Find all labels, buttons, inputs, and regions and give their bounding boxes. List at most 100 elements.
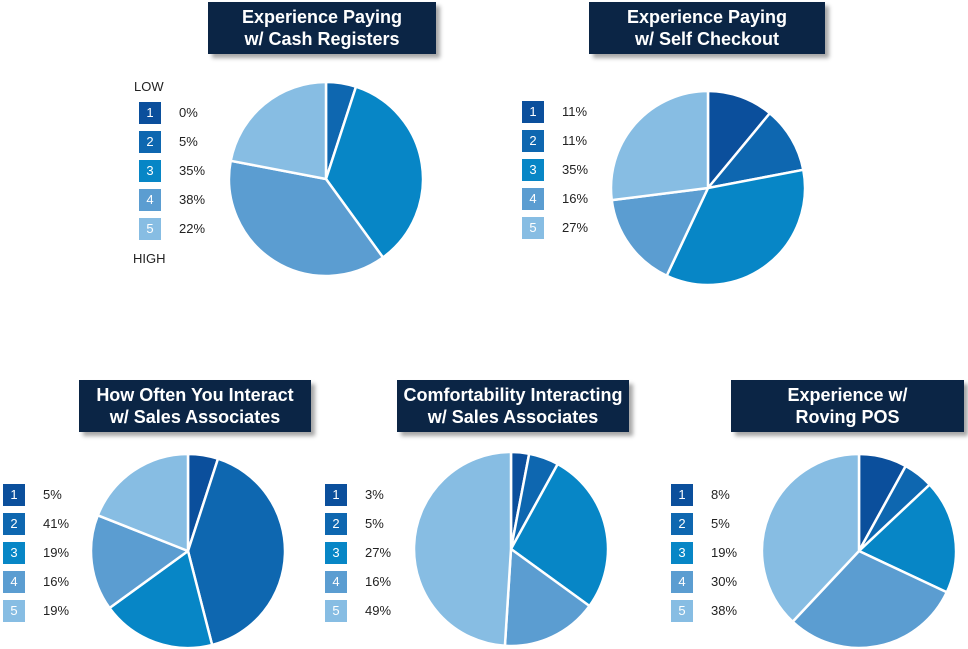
legend-item: 5 27% — [522, 217, 612, 239]
chart-title-line2: w/ Sales Associates — [109, 407, 281, 427]
legend-value: 27% — [562, 220, 589, 235]
pie-slice-3 — [108, 549, 214, 649]
legend-value: 3% — [365, 487, 384, 502]
legend-value: 8% — [711, 487, 730, 502]
legend-value: 11% — [562, 133, 588, 148]
pie-slice-3 — [857, 483, 958, 594]
legend-item: 2 11% — [522, 130, 612, 152]
legend-item: 1 0% — [139, 102, 229, 124]
chart-title-line1: Experience w/ — [787, 385, 908, 405]
legend-swatch: 1 — [139, 102, 161, 124]
pie-slice-5 — [609, 89, 710, 202]
legend-swatch: 1 — [325, 484, 347, 506]
legend-swatch: 4 — [3, 571, 25, 593]
legend-item: 4 38% — [139, 189, 229, 211]
pie-slice-3 — [509, 462, 610, 608]
legend-item: 5 38% — [671, 600, 761, 622]
pie-slice-5 — [760, 452, 861, 623]
legend-value: 19% — [711, 545, 738, 560]
legend-value: 5% — [179, 134, 198, 149]
legend-value: 16% — [562, 191, 589, 206]
legend-swatch: 4 — [325, 571, 347, 593]
legend-value: 35% — [562, 162, 589, 177]
legend-value: 49% — [365, 603, 392, 618]
scale-high-label: HIGH — [133, 251, 166, 266]
chart-title-line2: w/ Self Checkout — [634, 29, 780, 49]
legend-value: 19% — [43, 603, 70, 618]
pie-slice-4 — [503, 547, 591, 648]
pie-slice-5 — [229, 80, 328, 181]
legend-item: 1 11% — [522, 101, 612, 123]
legend-swatch: 3 — [3, 542, 25, 564]
legend-item: 2 5% — [139, 131, 229, 153]
legend-value: 19% — [43, 545, 70, 560]
legend-item: 2 5% — [325, 513, 415, 535]
legend-value: 5% — [365, 516, 384, 531]
legend-swatch: 1 — [671, 484, 693, 506]
pie-slice-1 — [706, 89, 772, 190]
legend-value: 38% — [179, 192, 206, 207]
legend-item: 3 35% — [522, 159, 612, 181]
legend-swatch: 5 — [139, 218, 161, 240]
pie-slice-5 — [96, 452, 190, 553]
legend-value: 11% — [562, 104, 588, 119]
chart-title-line2: Roving POS — [795, 407, 900, 427]
pie-slice-3 — [665, 168, 807, 287]
legend-item: 5 22% — [139, 218, 229, 240]
pie-slice-3 — [324, 85, 425, 259]
chart-title: Experience Paying w/ Self Checkout — [589, 2, 825, 54]
legend-swatch: 5 — [325, 600, 347, 622]
legend-item: 4 16% — [3, 571, 93, 593]
legend-item: 4 16% — [325, 571, 415, 593]
chart-title-line1: How Often You Interact — [96, 385, 294, 405]
legend-swatch: 2 — [671, 513, 693, 535]
legend-item: 1 8% — [671, 484, 761, 506]
scale-low-label: LOW — [134, 79, 164, 94]
pie-slice-2 — [706, 112, 805, 190]
legend-value: 41% — [43, 516, 70, 531]
legend-swatch: 2 — [325, 513, 347, 535]
pie-slice-4 — [791, 549, 949, 649]
pie-slice-4 — [610, 186, 710, 278]
legend-value: 38% — [711, 603, 738, 618]
chart-title-line1: Experience Paying — [626, 7, 788, 27]
legend-value: 5% — [43, 487, 62, 502]
legend-swatch: 5 — [671, 600, 693, 622]
legend-value: 16% — [365, 574, 392, 589]
legend-swatch: 2 — [3, 513, 25, 535]
legend-item: 2 41% — [3, 513, 93, 535]
legend-item: 4 16% — [522, 188, 612, 210]
legend-swatch: 1 — [522, 101, 544, 123]
legend-swatch: 2 — [522, 130, 544, 152]
legend-swatch: 4 — [522, 188, 544, 210]
legend-swatch: 4 — [139, 189, 161, 211]
chart-title-line1: Experience Paying — [241, 7, 403, 27]
legend-item: 4 30% — [671, 571, 761, 593]
legend-value: 5% — [711, 516, 730, 531]
legend-value: 30% — [711, 574, 738, 589]
legend-swatch: 3 — [522, 159, 544, 181]
legend-item: 3 19% — [671, 542, 761, 564]
chart-title-line2: w/ Cash Registers — [244, 29, 400, 49]
pie-slice-4 — [227, 159, 385, 278]
legend-item: 2 5% — [671, 513, 761, 535]
chart-title-line1: Comfortability Interacting — [403, 385, 623, 405]
legend-item: 3 19% — [3, 542, 93, 564]
chart-title: Experience w/ Roving POS — [731, 380, 964, 432]
legend-swatch: 3 — [139, 160, 161, 182]
legend-item: 3 27% — [325, 542, 415, 564]
chart-title: Comfortability Interacting w/ Sales Asso… — [397, 380, 629, 432]
legend-item: 5 49% — [325, 600, 415, 622]
legend-swatch: 5 — [522, 217, 544, 239]
legend-item: 1 3% — [325, 484, 415, 506]
legend-swatch: 2 — [139, 131, 161, 153]
legend-item: 1 5% — [3, 484, 93, 506]
chart-title: Experience Paying w/ Cash Registers — [208, 2, 436, 54]
legend-swatch: 5 — [3, 600, 25, 622]
pie-slice-4 — [89, 514, 190, 610]
